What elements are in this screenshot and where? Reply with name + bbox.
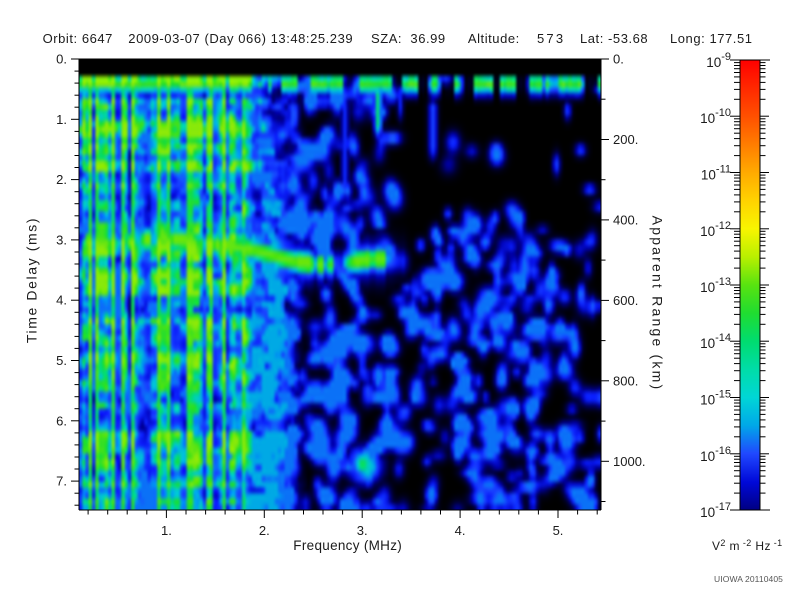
svg-text:V2 m -2 Hz -1: V2 m -2 Hz -1: [712, 538, 783, 553]
svg-text:10-16: 10-16: [700, 445, 731, 464]
svg-text:0.: 0.: [613, 52, 624, 67]
svg-text:5.: 5.: [56, 353, 67, 368]
svg-text:6.: 6.: [56, 413, 67, 428]
svg-text:10-11: 10-11: [701, 164, 731, 183]
svg-text:5.: 5.: [553, 523, 564, 538]
svg-text:1.: 1.: [56, 112, 67, 127]
svg-text:4.: 4.: [455, 523, 466, 538]
svg-text:10-17: 10-17: [700, 501, 731, 520]
svg-text:400.: 400.: [613, 212, 638, 227]
svg-text:10-10: 10-10: [700, 107, 731, 126]
svg-text:10-14: 10-14: [700, 332, 731, 351]
svg-text:4.: 4.: [56, 293, 67, 308]
svg-text:0.: 0.: [56, 52, 67, 67]
svg-text:10-12: 10-12: [700, 220, 731, 239]
svg-text:1.: 1.: [161, 523, 172, 538]
svg-text:Apparent Range (km): Apparent Range (km): [650, 216, 666, 392]
svg-text:7.: 7.: [56, 474, 67, 489]
svg-text:Frequency (MHz): Frequency (MHz): [293, 538, 402, 553]
svg-text:UIOWA 20110405: UIOWA 20110405: [714, 574, 783, 584]
svg-text:3.: 3.: [357, 523, 368, 538]
svg-text:10-13: 10-13: [700, 276, 731, 295]
svg-text:200.: 200.: [613, 132, 638, 147]
svg-text:10-15: 10-15: [700, 389, 731, 408]
svg-text:Time Delay (ms): Time Delay (ms): [23, 217, 39, 343]
svg-text:800.: 800.: [613, 373, 638, 388]
svg-text:2.: 2.: [56, 172, 67, 187]
svg-text:600.: 600.: [613, 293, 638, 308]
svg-text:1000.: 1000.: [613, 454, 646, 469]
svg-text:2.: 2.: [259, 523, 270, 538]
svg-text:10-9: 10-9: [706, 51, 731, 70]
svg-text:3.: 3.: [56, 232, 67, 247]
